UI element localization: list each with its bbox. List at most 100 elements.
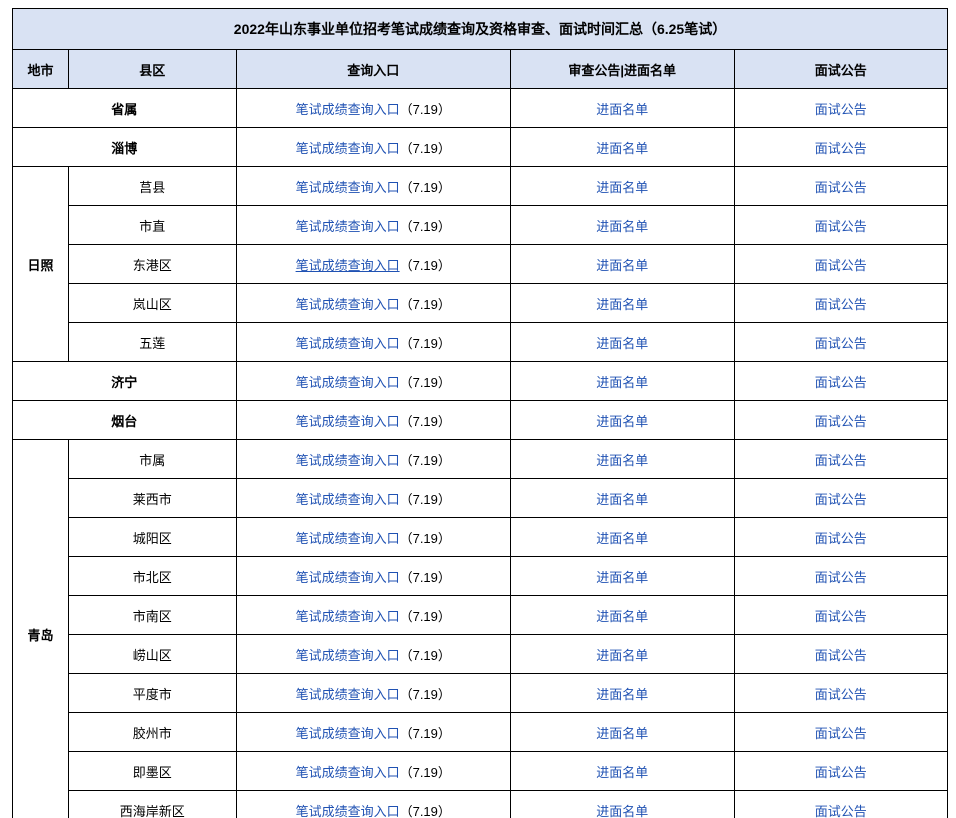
schedule-table: 2022年山东事业单位招考笔试成绩查询及资格审查、面试时间汇总（6.25笔试） … — [12, 8, 948, 818]
score-query-link[interactable]: 笔试成绩查询入口 — [296, 570, 400, 585]
score-query-link[interactable]: 笔试成绩查询入口 — [296, 414, 400, 429]
score-query-link[interactable]: 笔试成绩查询入口 — [296, 102, 400, 117]
query-cell: 笔试成绩查询入口（7.19） — [236, 128, 510, 167]
review-cell: 进面名单 — [510, 206, 734, 245]
score-query-link[interactable]: 笔试成绩查询入口 — [296, 804, 400, 818]
interview-notice-link[interactable]: 面试公告 — [815, 102, 867, 117]
interview-list-link[interactable]: 进面名单 — [596, 804, 648, 818]
score-query-link[interactable]: 笔试成绩查询入口 — [296, 297, 400, 312]
table-title: 2022年山东事业单位招考笔试成绩查询及资格审查、面试时间汇总（6.25笔试） — [13, 9, 948, 50]
interview-notice-link[interactable]: 面试公告 — [815, 570, 867, 585]
interview-list-link[interactable]: 进面名单 — [596, 453, 648, 468]
interview-list-link[interactable]: 进面名单 — [596, 531, 648, 546]
score-query-link[interactable]: 笔试成绩查询入口 — [296, 765, 400, 780]
interview-list-link[interactable]: 进面名单 — [596, 687, 648, 702]
table-row: 市北区 笔试成绩查询入口（7.19） 进面名单 面试公告 — [13, 557, 948, 596]
interview-list-link[interactable]: 进面名单 — [596, 648, 648, 663]
interview-list-link[interactable]: 进面名单 — [596, 726, 648, 741]
interview-list-link[interactable]: 进面名单 — [596, 219, 648, 234]
interview-notice-link[interactable]: 面试公告 — [815, 804, 867, 818]
review-cell: 进面名单 — [510, 791, 734, 818]
interview-list-link[interactable]: 进面名单 — [596, 141, 648, 156]
district-cell: 五莲 — [68, 323, 236, 362]
interview-notice-link[interactable]: 面试公告 — [815, 765, 867, 780]
city-cell: 日照 — [13, 167, 69, 362]
review-cell: 进面名单 — [510, 284, 734, 323]
interview-notice-link[interactable]: 面试公告 — [815, 492, 867, 507]
interview-notice-link[interactable]: 面试公告 — [815, 609, 867, 624]
table-row: 岚山区笔试成绩查询入口（7.19）进面名单面试公告 — [13, 284, 948, 323]
score-query-link[interactable]: 笔试成绩查询入口 — [296, 531, 400, 546]
query-cell: 笔试成绩查询入口（7.19） — [236, 752, 510, 791]
query-date: （7.19） — [400, 453, 451, 468]
review-cell: 进面名单 — [510, 635, 734, 674]
district-cell: 胶州市 — [68, 713, 236, 752]
district-cell: 市属 — [68, 440, 236, 479]
interview-list-link[interactable]: 进面名单 — [596, 297, 648, 312]
query-date: （7.19） — [400, 570, 451, 585]
district-cell: 即墨区 — [68, 752, 236, 791]
table-row: 淄博笔试成绩查询入口（7.19）进面名单面试公告 — [13, 128, 948, 167]
interview-notice-link[interactable]: 面试公告 — [815, 453, 867, 468]
interview-cell: 面试公告 — [734, 791, 948, 818]
review-cell: 进面名单 — [510, 323, 734, 362]
score-query-link[interactable]: 笔试成绩查询入口 — [296, 336, 400, 351]
interview-list-link[interactable]: 进面名单 — [596, 570, 648, 585]
score-query-link[interactable]: 笔试成绩查询入口 — [296, 141, 400, 156]
interview-cell: 面试公告 — [734, 440, 948, 479]
score-query-link[interactable]: 笔试成绩查询入口 — [296, 258, 400, 273]
header-city: 地市 — [13, 50, 69, 89]
interview-list-link[interactable]: 进面名单 — [596, 609, 648, 624]
table-row: 胶州市 笔试成绩查询入口（7.19） 进面名单 面试公告 — [13, 713, 948, 752]
score-query-link[interactable]: 笔试成绩查询入口 — [296, 648, 400, 663]
district-cell: 城阳区 — [68, 518, 236, 557]
interview-cell: 面试公告 — [734, 206, 948, 245]
interview-notice-link[interactable]: 面试公告 — [815, 141, 867, 156]
interview-notice-link[interactable]: 面试公告 — [815, 219, 867, 234]
query-date: （7.19） — [400, 102, 451, 117]
interview-notice-link[interactable]: 面试公告 — [815, 336, 867, 351]
query-cell: 笔试成绩查询入口（7.19） — [236, 167, 510, 206]
interview-notice-link[interactable]: 面试公告 — [815, 726, 867, 741]
interview-notice-link[interactable]: 面试公告 — [815, 258, 867, 273]
interview-cell: 面试公告 — [734, 557, 948, 596]
interview-notice-link[interactable]: 面试公告 — [815, 180, 867, 195]
query-date: （7.19） — [400, 726, 451, 741]
interview-notice-link[interactable]: 面试公告 — [815, 375, 867, 390]
table-row: 济宁笔试成绩查询入口（7.19）进面名单面试公告 — [13, 362, 948, 401]
review-cell: 进面名单 — [510, 362, 734, 401]
interview-notice-link[interactable]: 面试公告 — [815, 531, 867, 546]
interview-list-link[interactable]: 进面名单 — [596, 102, 648, 117]
query-cell: 笔试成绩查询入口（7.19） — [236, 596, 510, 635]
table-header-row: 地市 县区 查询入口 审查公告|进面名单 面试公告 — [13, 50, 948, 89]
interview-notice-link[interactable]: 面试公告 — [815, 648, 867, 663]
score-query-link[interactable]: 笔试成绩查询入口 — [296, 726, 400, 741]
score-query-link[interactable]: 笔试成绩查询入口 — [296, 180, 400, 195]
district-cell: 市北区 — [68, 557, 236, 596]
score-query-link[interactable]: 笔试成绩查询入口 — [296, 453, 400, 468]
query-date: （7.19） — [400, 492, 451, 507]
score-query-link[interactable]: 笔试成绩查询入口 — [296, 492, 400, 507]
interview-list-link[interactable]: 进面名单 — [596, 375, 648, 390]
query-date: （7.19） — [400, 180, 451, 195]
score-query-link[interactable]: 笔试成绩查询入口 — [296, 609, 400, 624]
interview-list-link[interactable]: 进面名单 — [596, 492, 648, 507]
score-query-link[interactable]: 笔试成绩查询入口 — [296, 687, 400, 702]
score-query-link[interactable]: 笔试成绩查询入口 — [296, 219, 400, 234]
district-cell: 东港区 — [68, 245, 236, 284]
interview-list-link[interactable]: 进面名单 — [596, 414, 648, 429]
interview-cell: 面试公告 — [734, 674, 948, 713]
interview-cell: 面试公告 — [734, 284, 948, 323]
table-scroll-wrapper[interactable]: 2022年山东事业单位招考笔试成绩查询及资格审查、面试时间汇总（6.25笔试） … — [0, 0, 956, 818]
interview-list-link[interactable]: 进面名单 — [596, 765, 648, 780]
interview-notice-link[interactable]: 面试公告 — [815, 687, 867, 702]
interview-list-link[interactable]: 进面名单 — [596, 258, 648, 273]
district-cell: 岚山区 — [68, 284, 236, 323]
interview-list-link[interactable]: 进面名单 — [596, 336, 648, 351]
interview-list-link[interactable]: 进面名单 — [596, 180, 648, 195]
interview-notice-link[interactable]: 面试公告 — [815, 297, 867, 312]
header-district: 县区 — [68, 50, 236, 89]
query-cell: 笔试成绩查询入口（7.19） — [236, 635, 510, 674]
interview-notice-link[interactable]: 面试公告 — [815, 414, 867, 429]
score-query-link[interactable]: 笔试成绩查询入口 — [296, 375, 400, 390]
